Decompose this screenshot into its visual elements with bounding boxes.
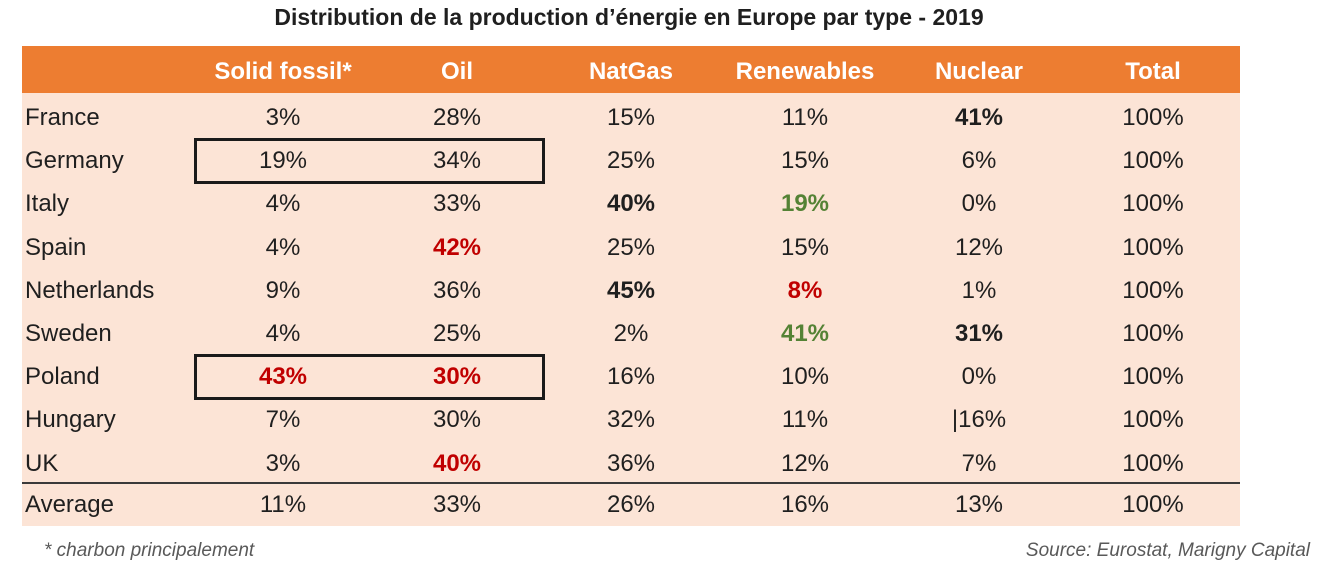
value-cell: 26% xyxy=(606,491,656,518)
value-cell: 25% xyxy=(606,233,656,261)
value-cell: 4% xyxy=(265,320,301,347)
value-cell: 7% xyxy=(265,406,301,434)
value-cell: 43% xyxy=(258,363,308,391)
table-row: Hungary 7% 30% 32% 11% |16% 100% xyxy=(22,398,1240,441)
value-cell: 10% xyxy=(780,363,830,391)
footnote: * charbon principalement xyxy=(44,540,255,561)
source-note: Source: Eurostat, Marigny Capital xyxy=(1025,540,1310,561)
average-separator xyxy=(22,482,1240,484)
table-header: Solid fossil* Oil NatGas Renewables Nuclear T… xyxy=(22,46,1240,93)
value-cell: 100% xyxy=(1122,406,1184,434)
country-name: Germany xyxy=(25,147,124,175)
value-cell: 11% xyxy=(259,491,307,518)
value-cell: |16% xyxy=(951,406,1007,434)
value-cell: 19% xyxy=(780,190,830,218)
value-cell: 19% xyxy=(258,147,308,175)
value-cell: 28% xyxy=(432,104,482,131)
value-cell: 1% xyxy=(961,276,997,304)
table-row: Poland 43% 30% 16% 10% 0% 100% xyxy=(22,355,1240,398)
value-cell: 100% xyxy=(1122,104,1184,131)
table-row: Italy 4% 33% 40% 19% 0% 100% xyxy=(22,182,1240,225)
value-cell: 100% xyxy=(1122,491,1184,518)
column-header: NatGas xyxy=(588,58,674,85)
table-row: UK 3% 40% 36% 12% 7% 100% xyxy=(22,442,1240,485)
value-cell: 16% xyxy=(606,363,656,391)
value-cell: 100% xyxy=(1122,190,1184,218)
value-cell: 15% xyxy=(606,104,656,131)
highlight-box xyxy=(194,354,545,401)
country-name: Sweden xyxy=(25,320,112,347)
table-row: Sweden 4% 25% 2% 41% 31% 100% xyxy=(22,312,1240,355)
value-cell: 100% xyxy=(1122,276,1184,304)
column-header: Nuclear xyxy=(934,58,1024,85)
value-cell: 7% xyxy=(961,449,997,477)
value-cell: 100% xyxy=(1122,233,1184,261)
value-cell: 45% xyxy=(606,276,656,304)
value-cell: 0% xyxy=(961,363,997,391)
value-cell: 6% xyxy=(961,147,997,175)
value-cell: 11% xyxy=(781,104,829,131)
value-cell: 3% xyxy=(265,449,301,477)
table-row: France 3% 28% 15% 11% 41% 100% xyxy=(22,96,1240,139)
value-cell: 40% xyxy=(606,190,656,218)
table-row: Average 11% 33% 26% 16% 13% 100% xyxy=(22,483,1240,526)
value-cell: 31% xyxy=(954,320,1004,347)
country-name: France xyxy=(25,104,100,131)
value-cell: 33% xyxy=(432,190,482,218)
value-cell: 12% xyxy=(780,449,830,477)
value-cell: 2% xyxy=(613,320,649,347)
country-name: Hungary xyxy=(25,406,116,434)
table-row: Germany 19% 34% 25% 15% 6% 100% xyxy=(22,139,1240,182)
highlight-box xyxy=(194,138,545,185)
value-cell: 4% xyxy=(265,190,301,218)
country-name: Spain xyxy=(25,233,87,261)
column-header: Solid fossil* xyxy=(214,58,352,85)
country-name: Italy xyxy=(25,190,70,218)
value-cell: 8% xyxy=(787,276,823,304)
value-cell: 15% xyxy=(780,147,830,175)
value-cell: 15% xyxy=(780,233,830,261)
value-cell: 32% xyxy=(606,406,656,434)
energy-table: Solid fossil* Oil NatGas Renewables Nuclear T… xyxy=(22,46,1240,526)
value-cell: 33% xyxy=(432,491,482,518)
country-name: Poland xyxy=(25,363,100,391)
value-cell: 13% xyxy=(954,491,1004,518)
column-header: Oil xyxy=(440,58,473,85)
value-cell: 25% xyxy=(432,320,482,347)
value-cell: 42% xyxy=(432,233,482,261)
column-header: Total xyxy=(1125,58,1181,85)
value-cell: 9% xyxy=(265,276,301,304)
value-cell: 11% xyxy=(781,406,829,434)
column-header: Renewables xyxy=(735,58,875,85)
value-cell: 12% xyxy=(954,233,1004,261)
value-cell: 30% xyxy=(432,406,482,434)
value-cell: 3% xyxy=(265,104,301,131)
value-cell: 40% xyxy=(432,449,482,477)
country-name: Netherlands xyxy=(25,276,155,304)
value-cell: 100% xyxy=(1122,320,1184,347)
value-cell: 100% xyxy=(1122,147,1184,175)
table-row: Spain 4% 42% 25% 15% 12% 100% xyxy=(22,226,1240,269)
value-cell: 4% xyxy=(265,233,301,261)
value-cell: 36% xyxy=(432,276,482,304)
value-cell: 25% xyxy=(606,147,656,175)
chart-title: Distribution de la production d’énergie … xyxy=(274,4,984,30)
value-cell: 0% xyxy=(961,190,997,218)
value-cell: 100% xyxy=(1122,363,1184,391)
value-cell: 36% xyxy=(606,449,656,477)
value-cell: 34% xyxy=(432,147,482,175)
value-cell: 41% xyxy=(954,104,1004,131)
value-cell: 30% xyxy=(432,363,482,391)
value-cell: 41% xyxy=(780,320,830,347)
table-row: Netherlands 9% 36% 45% 8% 1% 100% xyxy=(22,269,1240,312)
value-cell: 16% xyxy=(780,491,830,518)
country-name: UK xyxy=(25,449,59,477)
value-cell: 100% xyxy=(1122,449,1184,477)
country-name: Average xyxy=(25,491,114,518)
